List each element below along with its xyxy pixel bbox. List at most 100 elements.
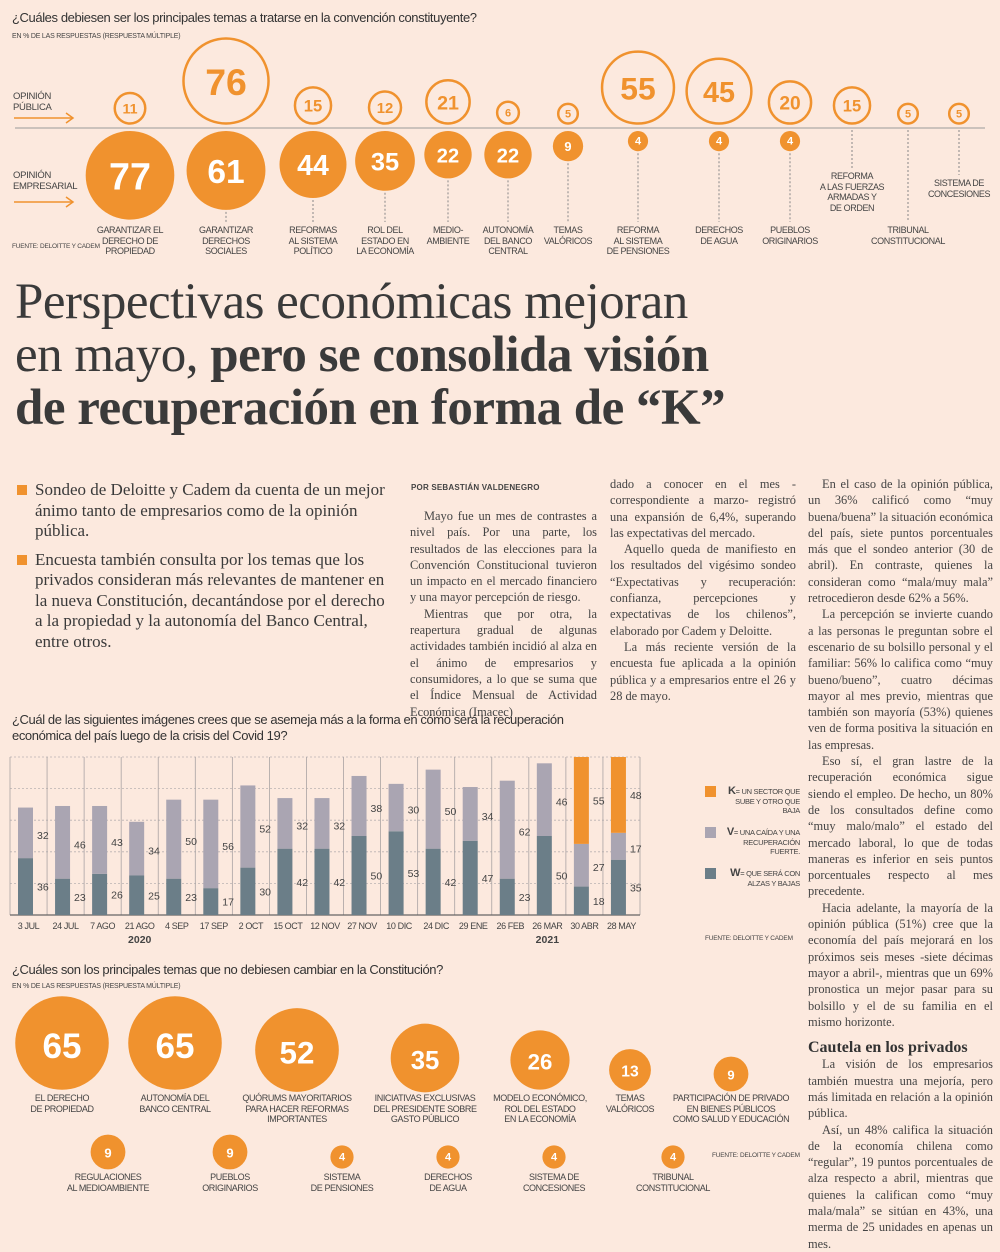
topic-label: AUTONOMÍA DEL BANCO CENTRAL <box>482 225 534 256</box>
business-opinion-value: 44 <box>297 150 329 182</box>
bar-segment-w <box>92 873 108 915</box>
topic-label: DERECHOS DE AGUA <box>424 1172 472 1193</box>
data-label-w: 18 <box>593 896 605 908</box>
bar-segment-w <box>314 848 330 915</box>
bottom-chart-subtitle: EN % DE LAS RESPUESTAS (RESPUESTA MÚLTIP… <box>12 983 181 990</box>
data-label-w: 36 <box>37 882 49 894</box>
data-label-w: 23 <box>519 892 531 904</box>
topic-value: 4 <box>445 1152 452 1164</box>
legend-item-k: K= UN SECTOR QUE SUBE Y OTRO QUE BAJA <box>705 786 800 815</box>
bar-segment-w <box>610 859 626 915</box>
data-label-w: 30 <box>259 886 271 898</box>
data-label-v: 34 <box>482 811 494 823</box>
business-opinion-value: 77 <box>109 155 151 197</box>
x-tick-label: 26 MAR <box>532 921 563 931</box>
data-label-w: 23 <box>74 892 86 904</box>
public-opinion-value: 11 <box>122 102 137 118</box>
topic-value: 26 <box>528 1049 553 1074</box>
business-opinion-bubble <box>85 131 175 220</box>
bar-chart-legend: K= UN SECTOR QUE SUBE Y OTRO QUE BAJA V=… <box>705 786 800 900</box>
topic-value: 52 <box>280 1035 315 1070</box>
data-label-k: 55 <box>593 795 605 807</box>
article-column-1: Mayo fue un mes de contrastes a nivel pa… <box>410 509 597 719</box>
bar-segment-v <box>92 805 108 874</box>
data-label-v: 32 <box>37 830 49 842</box>
article-subhead: Cautela en los privados <box>808 1039 968 1057</box>
bar-segment-v <box>18 807 33 859</box>
topic-label: ROL DEL ESTADO EN LA ECONOMÍA <box>356 225 414 256</box>
data-label-v: 17 <box>630 843 642 855</box>
topic-label: REFORMAS AL SISTEMA POLÍTICO <box>288 225 338 256</box>
business-opinion-bubble <box>484 131 532 179</box>
bottom-bubble-chart: 65 65 52 35 26 13 9 9 9 4 4 4 4 <box>15 996 749 1170</box>
legend-swatch-v <box>705 827 716 838</box>
topic-bubble <box>661 1145 685 1169</box>
x-tick-label: 27 NOV <box>347 921 377 931</box>
bar-segment-v <box>55 805 71 879</box>
x-tick-label: 17 SEP <box>200 921 229 931</box>
business-opinion-value: 4 <box>787 135 794 147</box>
data-label-v: 32 <box>333 820 345 832</box>
bar-segment-w <box>166 878 182 915</box>
data-label-w: 23 <box>185 892 197 904</box>
data-label-w: 50 <box>371 871 383 883</box>
bar-segment-k <box>610 757 626 833</box>
data-label-v: 27 <box>593 862 605 874</box>
public-opinion-value: 6 <box>505 108 511 120</box>
public-opinion-bubble <box>495 100 521 125</box>
bar-segment-v <box>314 798 330 849</box>
topic-value: 4 <box>551 1152 558 1164</box>
legend-item-v: V= UNA CAÍDA Y UNA RECUPERACIÓN FUERTE. <box>705 827 800 856</box>
data-label-w: 47 <box>482 873 494 885</box>
public-opinion-value: 45 <box>703 77 735 109</box>
business-opinion-value: 22 <box>497 145 519 167</box>
x-tick-label: 3 JUL <box>18 921 40 931</box>
headline-light-2: en mayo, <box>15 327 211 383</box>
data-label-v: 50 <box>445 806 457 818</box>
business-opinion-value: 61 <box>207 154 244 191</box>
headline-bold-2: pero se consolida visión <box>210 327 709 383</box>
data-label-w: 42 <box>333 877 345 889</box>
topic-label: TEMAS VALÓRICOS <box>605 1093 655 1114</box>
bar-segment-w <box>18 858 33 915</box>
public-opinion-bubble <box>293 86 333 125</box>
business-opinion-value: 4 <box>716 135 723 147</box>
public-opinion-value: 55 <box>620 71 655 107</box>
data-label-w: 42 <box>445 877 457 889</box>
business-arrow-icon <box>14 196 75 208</box>
legend-swatch-k <box>705 786 716 797</box>
public-opinion-value: 15 <box>304 97 322 116</box>
public-opinion-bubble <box>600 50 676 125</box>
bottom-chart-title: ¿Cuáles son los principales temas que no… <box>12 962 443 977</box>
bar-segment-w <box>55 878 71 915</box>
topic-bubble <box>510 1030 570 1090</box>
article-column-2: dado a conocer en el mes -correspondient… <box>610 477 796 703</box>
topic-bubble <box>15 996 109 1090</box>
topic-label: GARANTIZAR EL DERECHO DE PROPIEDAD <box>96 225 164 256</box>
topic-label: AUTONOMÍA DEL BANCO CENTRAL <box>139 1093 211 1114</box>
bar-segment-v <box>425 769 441 849</box>
bar-segment-w <box>277 848 293 915</box>
x-tick-label: 15 OCT <box>273 921 303 931</box>
x-tick-label: 10 DIC <box>386 921 413 931</box>
topic-bubble <box>90 1134 126 1170</box>
x-tick-label: 24 JUL <box>53 921 80 931</box>
topic-bubble <box>542 1145 566 1169</box>
headline: Perspectivas económicas mejoran en mayo,… <box>15 276 815 435</box>
article-column-3: En el caso de la opinión pública, un 36%… <box>808 477 993 1251</box>
bar-segment-w <box>499 878 515 915</box>
bar-segment-w <box>573 886 589 915</box>
headline-light-1: Perspectivas económicas mejoran <box>15 274 688 330</box>
bar-chart-title: ¿Cuál de las siguientes imágenes crees q… <box>12 712 564 743</box>
x-tick-label: 12 NOV <box>310 921 340 931</box>
topic-label: REFORMA AL SISTEMA DE PENSIONES <box>606 225 670 256</box>
data-label-v: 34 <box>148 846 160 858</box>
x-tick-label: 29 ENE <box>459 921 488 931</box>
bar-segment-w <box>351 836 367 915</box>
bar-segment-w <box>203 888 219 915</box>
topic-value: 65 <box>42 1027 81 1066</box>
business-opinion-bubble <box>779 131 801 152</box>
bar-segment-w <box>462 840 478 915</box>
topic-bubble <box>255 1008 339 1092</box>
